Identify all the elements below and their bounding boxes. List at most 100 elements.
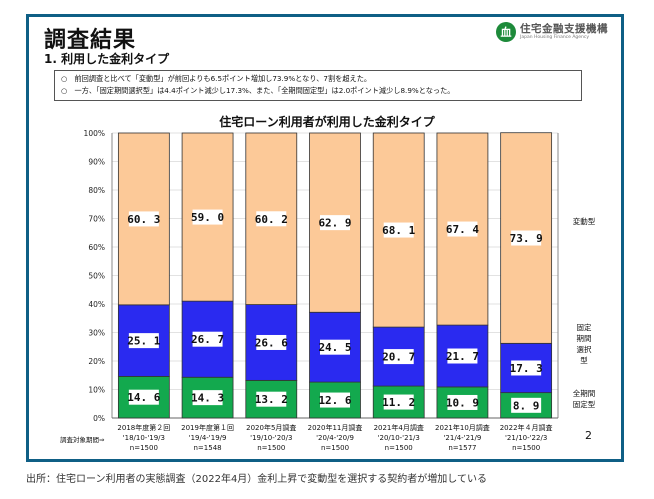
data-label-box <box>256 334 287 350</box>
y-tick-label: 10% <box>88 386 105 395</box>
data-label: 73. 9 <box>510 232 543 245</box>
data-label-box <box>256 391 287 407</box>
x-tick-line: 2020年5月調査 <box>246 424 297 432</box>
period-label: 調査対象期間⇒ <box>60 436 105 444</box>
data-label-box <box>320 392 350 408</box>
data-label-box <box>192 331 223 347</box>
data-label-box <box>447 348 478 364</box>
data-label-box <box>447 394 478 410</box>
section-subtitle: 1. 利用した金利タイプ <box>44 52 170 66</box>
logo-english-name: Japan Housing Finance Agency <box>520 34 590 40</box>
logo-japanese-name: 住宅金融支援機構 <box>520 22 608 35</box>
house-icon: 血 <box>496 22 516 42</box>
data-label: 20. 7 <box>382 351 415 364</box>
page-number: 2 <box>585 429 592 442</box>
x-tick-line: n=1500 <box>512 444 541 452</box>
x-tick-line: '18/10-'19/3 <box>122 434 165 442</box>
legend-text: 固定 <box>576 323 592 332</box>
x-tick-line: n=1500 <box>257 444 286 452</box>
data-label: 17. 3 <box>510 362 543 375</box>
x-tick-label: 2020年5月調査 '19/10-'20/3 n=1500 <box>226 423 316 453</box>
x-tick-line: 2021年4月調査 <box>373 424 424 432</box>
y-tick-label: 20% <box>88 357 105 366</box>
data-label: 21. 7 <box>446 350 479 363</box>
legend-item: 変動型 <box>566 216 602 227</box>
data-label-box <box>383 222 414 238</box>
legend-text: 型 <box>580 356 588 365</box>
data-label-box <box>447 221 478 237</box>
x-tick-line: '20/4-'20/9 <box>316 434 354 442</box>
x-tick-line: n=1500 <box>320 444 350 452</box>
data-label: 59. 0 <box>191 211 224 224</box>
x-tick-line: n=1500 <box>129 444 158 452</box>
data-label: 60. 3 <box>127 213 160 226</box>
legend-item: 固定 期間 選択型 <box>566 322 602 366</box>
data-label: 26. 7 <box>191 333 224 346</box>
x-tick-line: '19/4-'19/9 <box>188 434 227 442</box>
source-caption: 出所：住宅ローン利用者の実態調査（2022年4月）金利上昇で変動型を選択する契約… <box>26 474 488 485</box>
data-label-box <box>383 349 414 365</box>
data-label-box <box>128 211 159 227</box>
data-label: 62. 9 <box>318 217 351 230</box>
data-label: 8. 9 <box>513 399 540 412</box>
y-tick-label: 90% <box>88 158 105 167</box>
y-tick-label: 0% <box>93 414 105 423</box>
x-tick-line: n=1500 <box>384 444 413 452</box>
y-tick-label: 60% <box>88 243 105 252</box>
data-label-box <box>192 209 223 225</box>
legend-text: 変動型 <box>572 217 596 226</box>
data-label-box <box>511 397 542 413</box>
data-label-box <box>320 339 350 355</box>
y-tick-label: 30% <box>88 329 105 338</box>
data-label: 10. 9 <box>446 396 479 409</box>
x-tick-label: 2021年4月調査 '20/10-'21/3 n=1500 <box>354 423 444 453</box>
data-label: 60. 2 <box>255 213 288 226</box>
data-label-box <box>128 333 159 349</box>
y-tick-label: 100% <box>84 129 105 138</box>
data-label-box <box>128 389 159 405</box>
chart-title: 住宅ローン利用者が利用した金利タイプ <box>219 115 435 129</box>
y-tick-label: 40% <box>88 300 105 309</box>
x-tick-label: 2019年度第１回 '19/4-'19/9 n=1548 <box>163 423 253 453</box>
data-label-box <box>511 230 542 246</box>
data-label-box <box>256 211 287 227</box>
data-label-box <box>320 215 350 231</box>
summary-line: ○ 前回調査と比べて「変動型」が前回よりも6.5ポイント増加し73.9%となり、… <box>61 74 372 83</box>
data-label-box <box>192 390 223 406</box>
data-label: 13. 2 <box>255 393 288 406</box>
y-tick-label: 80% <box>88 186 105 195</box>
x-tick-line: '20/10-'21/3 <box>377 434 420 442</box>
x-tick-line: '21/4-'21/9 <box>443 434 482 442</box>
summary-line: ○ 一方、「固定期間選択型」は4.4ポイント減少し17.3%、また、「全期間固定… <box>61 86 455 95</box>
x-tick-label: 2022年４月調査 '21/10-'22/3 n=1500 <box>481 423 571 453</box>
x-tick-label: 2020年11月調査 '20/4-'20/9 n=1500 <box>290 423 380 453</box>
agency-logo: 血 住宅金融支援機構 Japan Housing Finance Agency <box>496 22 608 42</box>
x-tick-line: 2022年４月調査 <box>499 424 553 432</box>
legend-item: 全期間 固定型 <box>566 388 602 410</box>
x-tick-line: n=1548 <box>193 444 222 452</box>
legend-text: 期間 <box>576 334 592 343</box>
data-label: 14. 3 <box>191 392 224 405</box>
y-tick-label: 70% <box>88 215 105 224</box>
data-label: 67. 4 <box>446 223 479 236</box>
x-tick-label: 2018年度第２回 '18/10-'19/3 n=1500 <box>99 423 189 453</box>
legend-text: 選択 <box>576 345 592 354</box>
data-label: 12. 6 <box>318 394 351 407</box>
x-tick-line: '21/10-'22/3 <box>505 434 548 442</box>
page-title: 調査結果 <box>44 28 137 53</box>
data-label: 26. 6 <box>255 336 288 349</box>
x-tick-line: 2018年度第２回 <box>117 424 171 432</box>
data-label-box <box>383 394 414 410</box>
data-label: 11. 2 <box>382 396 415 409</box>
x-tick-line: 2019年度第１回 <box>181 424 234 432</box>
data-label: 24. 5 <box>318 341 351 354</box>
summary-box: ○ 前回調査と比べて「変動型」が前回よりも6.5ポイント増加し73.9%となり、… <box>54 70 582 101</box>
x-tick-line: n=1577 <box>448 444 477 452</box>
legend-text: 全期間 <box>572 389 596 398</box>
y-tick-label: 50% <box>88 272 105 281</box>
data-label: 68. 1 <box>382 224 415 237</box>
x-tick-line: 2021年10月調査 <box>435 424 490 432</box>
legend-text: 固定型 <box>572 400 596 409</box>
x-tick-line: 2020年11月調査 <box>307 424 363 432</box>
